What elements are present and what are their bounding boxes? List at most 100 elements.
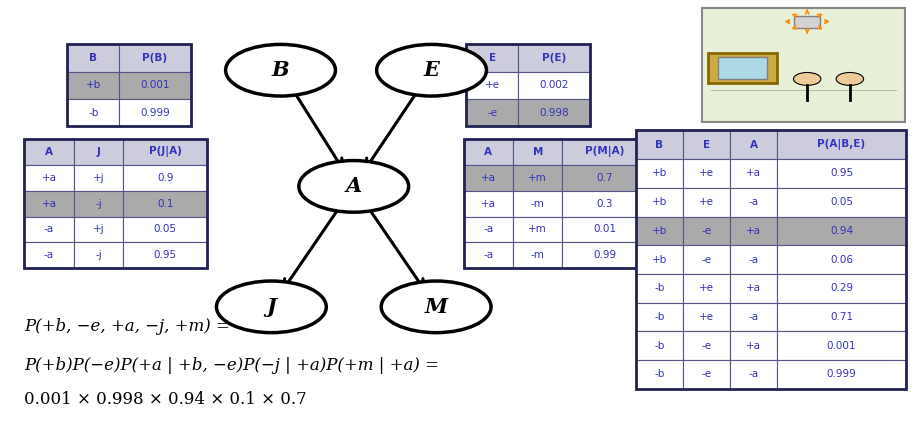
FancyBboxPatch shape [466,99,519,126]
Text: -j: -j [95,250,102,260]
FancyBboxPatch shape [794,16,820,28]
Text: -a: -a [44,250,54,260]
FancyBboxPatch shape [123,139,207,165]
Text: -e: -e [701,341,711,351]
Text: -e: -e [701,226,711,236]
Text: P(M|A): P(M|A) [585,146,624,158]
Text: 0.7: 0.7 [597,173,613,183]
Text: -a: -a [749,369,759,379]
FancyBboxPatch shape [119,45,191,71]
Text: 0.999: 0.999 [826,369,856,379]
Text: +a: +a [481,173,496,183]
FancyBboxPatch shape [778,159,906,188]
FancyBboxPatch shape [730,216,778,245]
Text: -a: -a [749,312,759,322]
Text: -b: -b [88,107,98,117]
Text: P(+b)P(−e)P(+a | +b, −e)P(−j | +a)P(+m | +a) =: P(+b)P(−e)P(+a | +b, −e)P(−j | +a)P(+m |… [24,356,440,374]
FancyBboxPatch shape [464,139,513,165]
FancyBboxPatch shape [464,191,513,216]
Text: 0.3: 0.3 [597,199,613,209]
Text: A: A [345,176,362,197]
FancyBboxPatch shape [73,191,123,216]
Circle shape [836,72,864,85]
FancyBboxPatch shape [466,45,519,71]
Text: +b: +b [652,197,666,207]
FancyBboxPatch shape [778,331,906,360]
FancyBboxPatch shape [119,99,191,126]
Text: +m: +m [529,173,547,183]
FancyBboxPatch shape [24,216,73,242]
Text: -b: -b [654,369,665,379]
FancyBboxPatch shape [123,165,207,191]
FancyBboxPatch shape [730,274,778,303]
Text: E: E [423,60,440,80]
FancyBboxPatch shape [730,331,778,360]
FancyBboxPatch shape [635,216,683,245]
Text: +e: +e [699,197,714,207]
Text: 0.94: 0.94 [830,226,853,236]
Text: -a: -a [483,224,493,234]
Circle shape [226,45,335,96]
Text: M: M [424,297,448,317]
Text: E: E [703,140,710,150]
Text: +a: +a [746,283,761,293]
Text: -j: -j [95,199,102,209]
FancyBboxPatch shape [67,99,119,126]
Text: -e: -e [487,107,498,117]
Text: 0.95: 0.95 [153,250,177,260]
Text: 0.1: 0.1 [157,199,174,209]
FancyBboxPatch shape [73,242,123,268]
Text: 0.998: 0.998 [539,107,569,117]
Text: J: J [266,297,276,317]
FancyBboxPatch shape [778,188,906,216]
FancyBboxPatch shape [123,191,207,216]
FancyBboxPatch shape [73,139,123,165]
FancyBboxPatch shape [730,130,778,159]
Text: -b: -b [654,283,665,293]
Text: -a: -a [749,197,759,207]
Text: B: B [272,60,289,80]
FancyBboxPatch shape [466,71,519,99]
FancyBboxPatch shape [24,191,73,216]
Text: 0.01: 0.01 [593,224,616,234]
Text: +m: +m [529,224,547,234]
Text: 0.29: 0.29 [830,283,853,293]
FancyBboxPatch shape [683,159,730,188]
FancyBboxPatch shape [683,216,730,245]
Text: -m: -m [531,250,544,260]
Text: +b: +b [85,80,101,90]
FancyBboxPatch shape [73,216,123,242]
Text: E: E [488,53,496,63]
Text: +a: +a [41,173,57,183]
Text: 0.999: 0.999 [140,107,170,117]
FancyBboxPatch shape [683,274,730,303]
FancyBboxPatch shape [683,188,730,216]
Circle shape [217,281,326,333]
FancyBboxPatch shape [519,45,590,71]
Text: -a: -a [44,224,54,234]
FancyBboxPatch shape [683,303,730,331]
Text: +a: +a [746,168,761,178]
FancyBboxPatch shape [718,58,767,78]
FancyBboxPatch shape [730,159,778,188]
Text: P(+b, −e, +a, −j, +m) =: P(+b, −e, +a, −j, +m) = [24,318,230,335]
FancyBboxPatch shape [563,191,646,216]
FancyBboxPatch shape [778,216,906,245]
Text: 0.001 × 0.998 × 0.94 × 0.1 × 0.7: 0.001 × 0.998 × 0.94 × 0.1 × 0.7 [24,391,307,408]
Text: +a: +a [41,199,57,209]
Circle shape [381,281,491,333]
Text: 0.99: 0.99 [593,250,616,260]
Text: M: M [532,147,543,157]
FancyBboxPatch shape [683,331,730,360]
FancyBboxPatch shape [635,245,683,274]
FancyBboxPatch shape [519,71,590,99]
FancyBboxPatch shape [635,360,683,388]
Text: -a: -a [483,250,493,260]
Text: +a: +a [481,199,496,209]
FancyBboxPatch shape [563,242,646,268]
FancyBboxPatch shape [119,71,191,99]
Text: 0.001: 0.001 [827,341,856,351]
FancyBboxPatch shape [635,331,683,360]
FancyBboxPatch shape [563,216,646,242]
Text: +a: +a [746,226,761,236]
